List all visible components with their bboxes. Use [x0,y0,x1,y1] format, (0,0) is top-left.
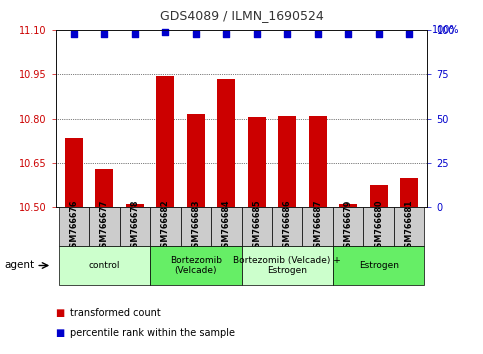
Text: control: control [88,261,120,270]
Point [284,31,291,36]
Bar [333,207,363,246]
Bar [217,79,235,207]
Text: Bortezomib (Velcade) +
Estrogen: Bortezomib (Velcade) + Estrogen [233,256,341,275]
Text: Bortezomib
(Velcade): Bortezomib (Velcade) [170,256,222,275]
Text: transformed count: transformed count [70,308,161,318]
Bar [181,207,211,246]
Bar [363,207,394,246]
Bar [95,169,114,207]
Bar [400,178,418,207]
Bar [126,204,144,207]
Bar [65,138,83,207]
Point [314,31,322,36]
Bar [150,246,242,285]
Bar [394,207,425,246]
Text: ■: ■ [56,328,65,338]
Text: percentile rank within the sample: percentile rank within the sample [70,328,235,338]
Text: GSM766678: GSM766678 [130,200,139,253]
Point [253,31,261,36]
Bar [89,207,120,246]
Point [222,31,230,36]
Bar [211,207,242,246]
Bar [242,207,272,246]
Point [405,31,413,36]
Bar [120,207,150,246]
Text: GSM766681: GSM766681 [405,200,413,253]
Text: 100%: 100% [432,25,459,35]
Bar [58,246,150,285]
Point [192,31,199,36]
Text: GSM766680: GSM766680 [374,200,383,253]
Point [100,31,108,36]
Bar [150,207,181,246]
Text: GSM766686: GSM766686 [283,200,292,253]
Text: Estrogen: Estrogen [359,261,398,270]
Text: GSM766685: GSM766685 [252,200,261,253]
Text: GSM766676: GSM766676 [70,200,78,253]
Bar [369,185,388,207]
Bar [302,207,333,246]
Text: agent: agent [5,261,35,270]
Point [375,31,383,36]
Bar [242,246,333,285]
Text: GSM766684: GSM766684 [222,200,231,253]
Bar [309,116,327,207]
Point [70,31,78,36]
Bar [278,116,297,207]
Text: GSM766682: GSM766682 [161,200,170,253]
Point [344,31,352,36]
Text: GDS4089 / ILMN_1690524: GDS4089 / ILMN_1690524 [159,9,324,22]
Bar [156,76,174,207]
Bar [333,246,425,285]
Bar [339,204,357,207]
Text: ■: ■ [56,308,65,318]
Bar [58,207,89,246]
Text: GSM766683: GSM766683 [191,200,200,253]
Bar [272,207,302,246]
Point [161,29,169,35]
Point [131,31,139,36]
Text: GSM766687: GSM766687 [313,200,322,253]
Bar [248,117,266,207]
Bar [186,114,205,207]
Text: GSM766677: GSM766677 [100,200,109,253]
Text: GSM766679: GSM766679 [344,200,353,253]
